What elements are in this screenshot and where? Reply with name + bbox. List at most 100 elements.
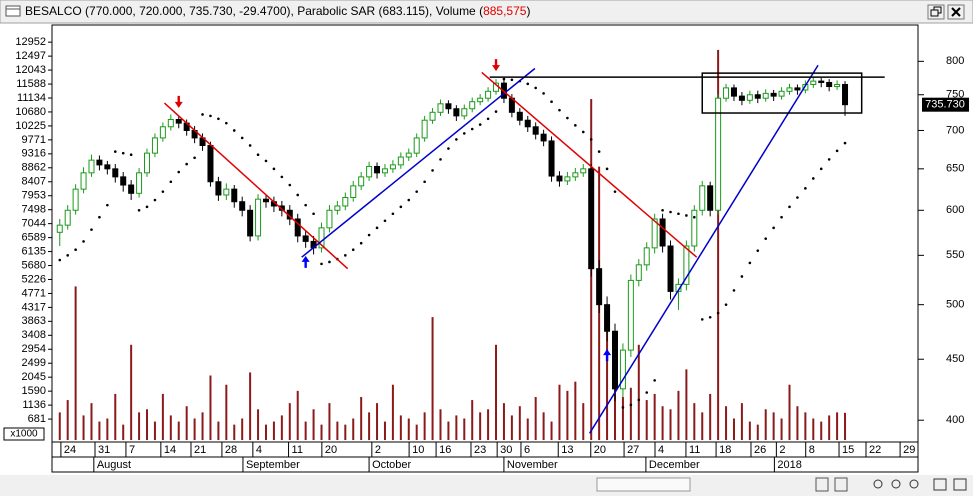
volume-bar [336, 421, 339, 440]
candle-body [104, 164, 111, 170]
sar-dot [66, 254, 69, 257]
x-tick-label: 4 [658, 444, 664, 456]
volume-bar [352, 418, 355, 440]
trendline [588, 64, 819, 434]
sar-dot [708, 315, 712, 319]
volume-bar [677, 390, 680, 440]
volume-bar [161, 393, 164, 440]
trendline [481, 71, 698, 258]
sar-dot [137, 208, 141, 212]
candle-body [128, 184, 135, 194]
volume-bar [138, 412, 141, 440]
candle-body [120, 176, 127, 186]
volume-bar [629, 387, 632, 440]
volume-bar [122, 424, 125, 440]
sar-dot [748, 261, 752, 265]
zoom-in-icon[interactable] [873, 479, 883, 489]
sar-dot [145, 205, 149, 209]
zoom-icon[interactable] [909, 479, 919, 489]
volume-bar [66, 400, 69, 440]
candle-body [175, 118, 182, 124]
x-tick-label: 14 [164, 444, 176, 456]
candle-body [437, 103, 444, 113]
scroll-thumb[interactable] [596, 477, 691, 492]
candle-body [826, 81, 833, 88]
sar-dot [375, 226, 379, 230]
candle-body [588, 168, 595, 270]
month-label: October [372, 459, 411, 471]
restore-button[interactable] [927, 4, 945, 20]
window-icon [5, 5, 21, 17]
close-glyph [951, 7, 961, 17]
sar-dot [542, 92, 545, 95]
sar-dot [169, 180, 173, 184]
candle-body [723, 87, 730, 99]
candle-body [144, 152, 151, 174]
candle-body [810, 80, 817, 85]
volume-bar [740, 403, 743, 440]
volume-bar [471, 400, 474, 440]
sar-dot [264, 159, 268, 163]
candle-body [485, 90, 492, 99]
volume-bar [439, 409, 442, 440]
candle-body [397, 156, 404, 166]
candle-body [358, 176, 365, 187]
candle-body [429, 111, 436, 121]
tool-icon[interactable] [834, 477, 848, 492]
tool-icon[interactable] [933, 478, 947, 491]
sar-dot [772, 226, 775, 230]
volume-bar [558, 384, 561, 440]
volume-bar [764, 409, 767, 440]
sar-dot [248, 144, 252, 147]
sar-dot [589, 138, 593, 141]
candle-body [524, 119, 531, 128]
sar-dot [764, 237, 768, 240]
volume-bar [217, 421, 220, 440]
sar-dot [455, 138, 458, 141]
sar-dot [558, 108, 561, 112]
sar-dot [478, 123, 482, 126]
candle-body [564, 176, 571, 182]
trendline [301, 67, 536, 258]
close-button[interactable] [947, 4, 965, 20]
zoom-out-icon[interactable] [891, 479, 901, 489]
x-tick-label: 28 [225, 444, 237, 456]
candle-body [754, 94, 761, 99]
candle-body [381, 168, 388, 174]
volume-bar [368, 412, 371, 440]
scrollbar[interactable] [0, 475, 973, 496]
v-tick-label: 1590 [22, 385, 46, 397]
x-tick-label: 7 [129, 444, 135, 456]
volume-bar [709, 393, 712, 440]
volume-bar [606, 329, 609, 440]
volume-bar [209, 375, 212, 440]
y-tick-label: 500 [946, 299, 964, 311]
tool-icon[interactable] [953, 478, 967, 491]
candle-body [651, 218, 658, 249]
v-tick-label: 7044 [22, 218, 46, 230]
candle-body [405, 152, 412, 158]
x-tick-label: 18 [719, 444, 731, 456]
x-tick-label: 24 [64, 444, 76, 456]
candle-body [842, 83, 849, 106]
tool-icon[interactable] [815, 477, 829, 492]
candle-body [659, 218, 666, 247]
sar-dot [502, 77, 506, 81]
sar-dot [423, 180, 426, 184]
sar-dot [201, 113, 204, 116]
sar-dot [526, 82, 530, 86]
x-tick-label: 11 [689, 444, 700, 456]
volume-bar [82, 415, 85, 440]
volume-bar [621, 396, 624, 440]
volume-bar [376, 403, 379, 440]
volume-bar [407, 418, 410, 440]
volume-bar [534, 396, 537, 440]
candle-body [318, 227, 325, 249]
month-label: December [649, 459, 700, 471]
signal-arrow [603, 349, 612, 362]
candle-body [334, 205, 341, 211]
sar-dot [494, 110, 498, 113]
volume-bar [725, 406, 728, 440]
volume-bar [431, 317, 434, 440]
volume-bar [836, 412, 839, 440]
